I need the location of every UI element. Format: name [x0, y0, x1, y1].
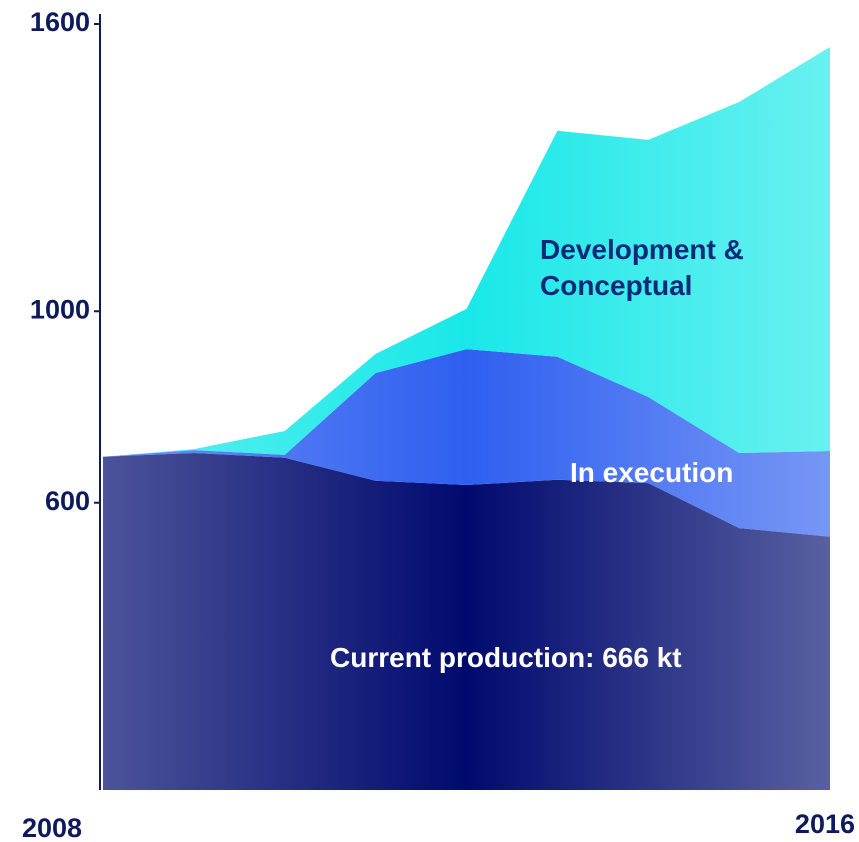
series-label: In execution	[570, 457, 734, 488]
area	[103, 452, 830, 790]
series-label: Development & Conceptual	[540, 234, 744, 301]
area	[103, 46, 830, 457]
y-tick-label: 600	[45, 486, 90, 516]
area	[103, 349, 830, 537]
series-label: Current production: 666 kt	[330, 642, 682, 673]
x-tick-label: 2016	[795, 809, 855, 839]
x-tick-label: 2008	[22, 813, 82, 842]
y-tick-label: 1000	[30, 294, 90, 324]
y-tick-label: 1600	[30, 7, 90, 37]
